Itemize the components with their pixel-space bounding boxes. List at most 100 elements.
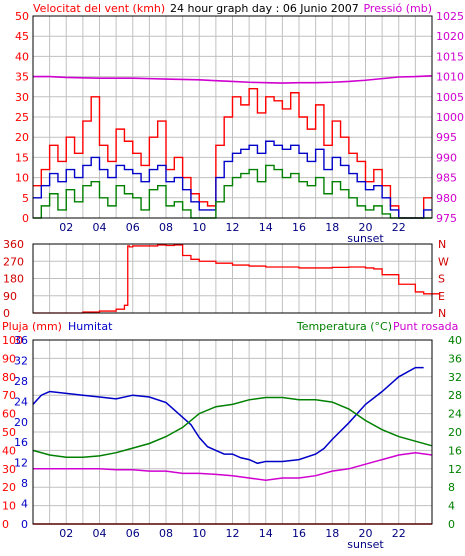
wind-tick-label: 35 bbox=[15, 71, 29, 84]
rain-tick-label: 0 bbox=[2, 518, 9, 531]
time-tick-label: 10 bbox=[192, 221, 206, 234]
wind-tick-label: 10 bbox=[15, 172, 29, 185]
sunset-marker: sunset bbox=[347, 538, 384, 551]
direction-degree-label: 270 bbox=[3, 255, 24, 268]
humidity-tick-label: 28 bbox=[14, 375, 28, 388]
time-tick-label: 16 bbox=[292, 527, 306, 540]
chart-title: 24 hour graph day : 06 Junio 2007 bbox=[170, 2, 359, 15]
wind-series-line-0 bbox=[33, 88, 432, 219]
time-tick-label: 10 bbox=[192, 527, 206, 540]
temperature-tick-label: 4 bbox=[448, 500, 455, 513]
time-tick-label: 16 bbox=[292, 221, 306, 234]
wind-series-line-3 bbox=[33, 74, 433, 84]
temperature-tick-label: 36 bbox=[448, 352, 462, 365]
rain-tick-label: 80 bbox=[2, 371, 16, 384]
wind-tick-label: 25 bbox=[15, 111, 29, 124]
rain-axis-title: Pluja (mm) bbox=[2, 320, 62, 333]
wind-pressure-panel: 0510152025303540455097598098599099510001… bbox=[15, 10, 464, 245]
direction-compass-label: W bbox=[438, 255, 449, 268]
time-tick-label: 04 bbox=[93, 221, 107, 234]
time-tick-label: 08 bbox=[159, 527, 173, 540]
temperature-tick-label: 20 bbox=[448, 426, 462, 439]
temperature-tick-label: 12 bbox=[448, 463, 462, 476]
time-tick-label: 14 bbox=[259, 527, 273, 540]
time-tick-label: 04 bbox=[93, 527, 107, 540]
direction-compass-label: S bbox=[438, 273, 445, 286]
rain-tick-label: 70 bbox=[2, 389, 16, 402]
temperature-tick-label: 0 bbox=[448, 518, 455, 531]
pressure-tick-label: 1010 bbox=[436, 71, 464, 84]
direction-series-line-0 bbox=[33, 244, 441, 314]
time-tick-label: 02 bbox=[59, 221, 73, 234]
wind-series-line-2 bbox=[33, 164, 432, 219]
wind-series-line-1 bbox=[33, 140, 432, 219]
humidity-tick-label: 4 bbox=[21, 498, 28, 511]
wind-tick-label: 0 bbox=[22, 212, 29, 225]
sunset-marker: sunset bbox=[347, 232, 384, 245]
temperature-tick-label: 40 bbox=[448, 334, 462, 347]
wind-tick-label: 40 bbox=[15, 50, 29, 63]
wind-tick-label: 50 bbox=[15, 10, 29, 23]
wind-tick-label: 45 bbox=[15, 30, 29, 43]
humidity-tick-label: 36 bbox=[14, 334, 28, 347]
humidity-axis-title: Humitat bbox=[68, 320, 113, 333]
time-tick-label: 06 bbox=[126, 527, 140, 540]
wind-direction-panel: 360 N 270 W 180 S 90 E 0 N bbox=[3, 238, 449, 320]
time-tick-label: 08 bbox=[159, 221, 173, 234]
rain-tick-label: 10 bbox=[2, 500, 16, 513]
humidity-tick-label: 0 bbox=[21, 518, 28, 531]
pressure-tick-label: 1000 bbox=[436, 111, 464, 124]
time-tick-label: 20 bbox=[359, 221, 373, 234]
time-tick-label: 18 bbox=[325, 221, 339, 234]
humidity-tick-label: 20 bbox=[14, 416, 28, 429]
humidity-tick-label: 16 bbox=[14, 436, 28, 449]
direction-degree-label: 90 bbox=[3, 290, 17, 303]
wind-axis-title: Velocitat del vent (kmh) bbox=[33, 2, 165, 15]
rain-tick-label: 30 bbox=[2, 463, 16, 476]
humidity-tick-label: 24 bbox=[14, 395, 28, 408]
direction-degree-label: 0 bbox=[3, 307, 10, 320]
direction-compass-label: N bbox=[438, 307, 446, 320]
time-tick-label: 06 bbox=[126, 221, 140, 234]
temperature-tick-label: 16 bbox=[448, 444, 462, 457]
temp-series-line-0 bbox=[32, 366, 424, 465]
direction-degree-label: 360 bbox=[3, 238, 24, 251]
rain-tick-label: 20 bbox=[2, 481, 16, 494]
wind-tick-label: 5 bbox=[22, 192, 29, 205]
time-tick-label: 18 bbox=[325, 527, 339, 540]
time-tick-label: 12 bbox=[226, 221, 240, 234]
time-tick-label: 20 bbox=[359, 527, 373, 540]
wind-tick-label: 30 bbox=[15, 91, 29, 104]
wind-tick-label: 15 bbox=[15, 151, 29, 164]
humidity-tick-label: 12 bbox=[14, 457, 28, 470]
temperature-tick-label: 24 bbox=[448, 408, 462, 421]
pressure-tick-label: 1015 bbox=[436, 50, 464, 63]
rain-tick-label: 60 bbox=[2, 408, 16, 421]
time-tick-label: 02 bbox=[59, 527, 73, 540]
time-tick-label: 22 bbox=[392, 527, 406, 540]
pressure-tick-label: 1005 bbox=[436, 91, 464, 104]
pressure-tick-label: 980 bbox=[436, 192, 457, 205]
pressure-tick-label: 1025 bbox=[436, 10, 464, 23]
wind-plot-frame bbox=[32, 15, 433, 219]
pressure-tick-label: 985 bbox=[436, 172, 457, 185]
rain-tick-label: 40 bbox=[2, 444, 16, 457]
time-tick-label: 14 bbox=[259, 221, 273, 234]
temp-series-line-1 bbox=[32, 396, 433, 459]
rain-tick-label: 50 bbox=[2, 426, 16, 439]
temp-plot-frame bbox=[32, 339, 433, 525]
temperature-tick-label: 32 bbox=[448, 371, 462, 384]
direction-compass-label: E bbox=[438, 290, 445, 303]
wind-tick-label: 20 bbox=[15, 131, 29, 144]
direction-compass-label: N bbox=[438, 238, 446, 251]
pressure-axis-title: Pressió (mb) bbox=[363, 2, 432, 15]
direction-degree-label: 180 bbox=[3, 273, 24, 286]
humidity-tick-label: 8 bbox=[21, 477, 28, 490]
direction-plot-frame bbox=[32, 243, 433, 314]
temperature-tick-label: 28 bbox=[448, 389, 462, 402]
temperature-tick-label: 8 bbox=[448, 481, 455, 494]
humidity-tick-label: 32 bbox=[14, 354, 28, 367]
temp-series-line-2 bbox=[33, 451, 433, 482]
